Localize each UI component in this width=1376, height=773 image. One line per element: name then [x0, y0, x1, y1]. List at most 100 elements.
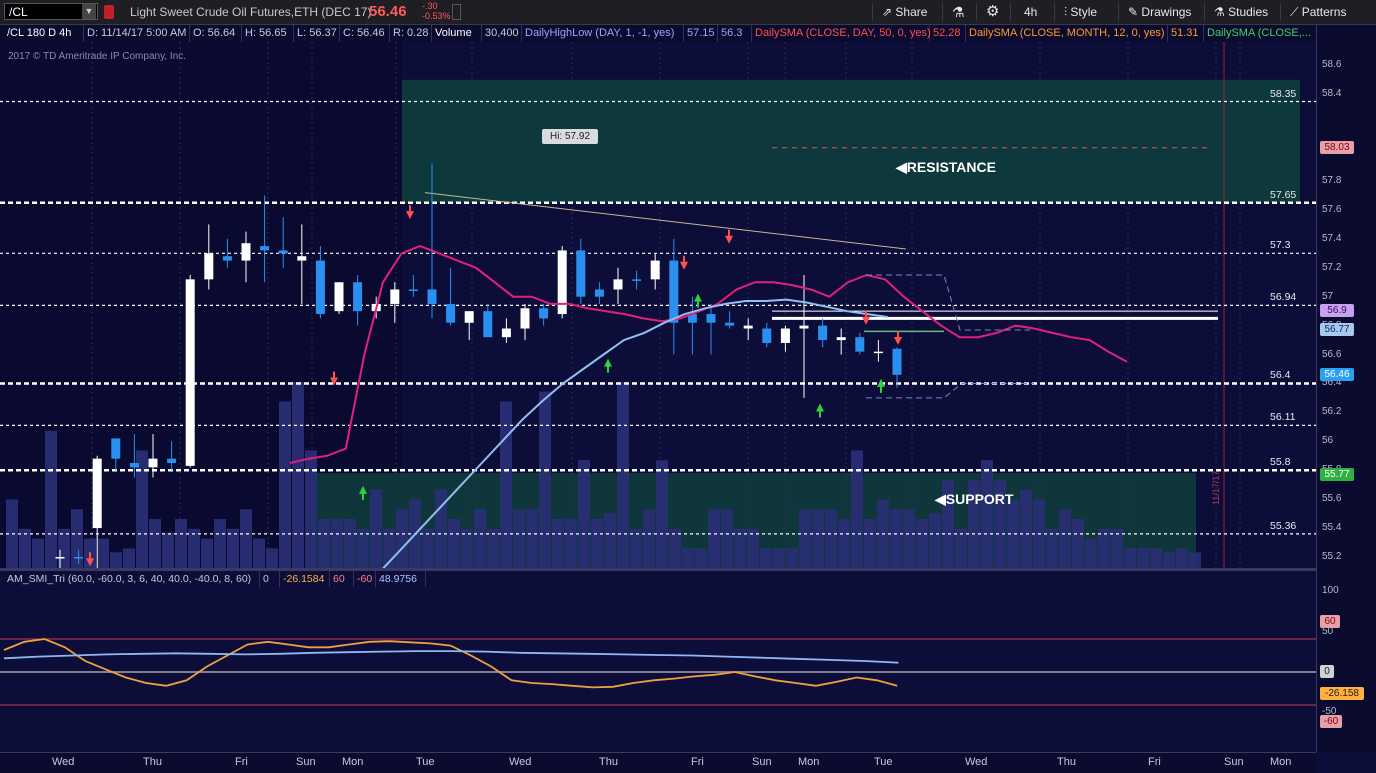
volume-bar — [214, 519, 226, 568]
toolbar-divider — [1010, 3, 1011, 21]
chart-info-bar: /CL 180 D 4h D: 11/14/17 5:00 AM O: 56.6… — [0, 25, 1316, 42]
panel-divider[interactable] — [0, 568, 1316, 571]
price-badge: 56.77 — [1320, 322, 1354, 336]
volume-bar — [123, 548, 135, 568]
volume-bar — [1163, 552, 1175, 568]
day-label: Mon — [342, 756, 364, 768]
toolbar-divider — [1280, 3, 1281, 21]
volume-bar — [32, 538, 44, 568]
candle-body — [873, 351, 883, 354]
osc-badge-zero: 0 — [1320, 665, 1334, 678]
volume-bar — [851, 450, 863, 568]
day-label: Wed — [965, 756, 988, 768]
bar-date: D: 11/14/17 5:00 AM — [84, 25, 190, 42]
price-axis[interactable] — [1316, 25, 1376, 752]
candle-body — [297, 256, 307, 261]
resistance-zone — [402, 79, 1300, 203]
buy-arrow-icon — [877, 378, 885, 393]
volume-bar — [968, 479, 980, 568]
sell-arrow-icon — [330, 371, 338, 386]
patterns-button[interactable]: ⟋ Patterns — [1290, 0, 1346, 24]
price-tick-label: 57.6 — [1322, 203, 1342, 215]
time-axis[interactable] — [0, 752, 1316, 773]
alert-icon[interactable] — [104, 5, 114, 19]
buy-arrow-icon — [816, 403, 824, 418]
candle-body — [576, 250, 586, 297]
volume-bar — [1137, 548, 1149, 568]
candle-body — [520, 308, 530, 329]
volume-bar — [188, 528, 200, 568]
price-tick-label: 55.6 — [1322, 493, 1342, 505]
symbol-input[interactable]: /CL — [4, 3, 98, 20]
style-button[interactable]: ⫶ Style — [1064, 0, 1097, 24]
volume-bar — [253, 538, 265, 568]
collapse-icon[interactable] — [452, 4, 461, 20]
volume-bar — [591, 519, 603, 568]
candle-body — [185, 279, 195, 466]
candle-body — [241, 243, 251, 261]
candle-body — [111, 438, 121, 459]
drawings-button[interactable]: ✎ Drawings — [1128, 0, 1191, 24]
candle-body — [148, 458, 158, 468]
volume-bar — [565, 519, 577, 568]
volume-bar — [994, 479, 1006, 568]
osc-badge-lower: -60 — [1320, 715, 1342, 728]
candle-body — [669, 260, 679, 323]
volume-bar — [357, 528, 369, 568]
share-button[interactable]: ⇗ Share — [882, 0, 927, 24]
day-label: Sun — [752, 756, 772, 768]
day-label: Thu — [143, 756, 162, 768]
day-label: Thu — [1057, 756, 1076, 768]
volume-bar — [292, 381, 304, 568]
volume-bar — [1124, 548, 1136, 568]
candle-body — [892, 348, 902, 375]
style-label: Style — [1070, 5, 1098, 19]
volume-bar — [500, 401, 512, 568]
bar-open: O: 56.64 — [190, 25, 242, 42]
top-toolbar: /CL ▼ Light Sweet Crude Oil Futures,ETH … — [0, 0, 1376, 25]
volume-bar — [1007, 499, 1019, 568]
buy-arrow-icon — [604, 358, 612, 373]
oscillator-chart[interactable] — [0, 588, 1316, 752]
volume-bar — [578, 460, 590, 568]
toolbar-divider — [942, 3, 943, 21]
volume-bar — [318, 519, 330, 568]
timeframe-button[interactable]: 4h — [1024, 5, 1038, 19]
bar-low: L: 56.37 — [294, 25, 340, 42]
flask-icon[interactable]: ⚗ — [952, 4, 965, 20]
candle-body — [353, 282, 363, 312]
candle-body — [613, 279, 623, 290]
volume-bar — [461, 528, 473, 568]
price-chart[interactable] — [0, 42, 1316, 568]
volume-bar — [227, 528, 239, 568]
volume-bar — [656, 460, 668, 568]
volume-bar — [786, 548, 798, 568]
candle-body — [315, 260, 325, 315]
study-dailyhighlow-low: 56.3 — [718, 25, 752, 42]
volume-bar — [201, 538, 213, 568]
volume-bar — [1072, 519, 1084, 568]
volume-bar — [721, 509, 733, 568]
candle-body — [557, 250, 567, 315]
candle-body — [594, 289, 604, 297]
volume-bar — [422, 528, 434, 568]
volume-bar — [916, 519, 928, 568]
symbol-dropdown-icon[interactable]: ▼ — [82, 4, 96, 19]
volume-bar — [331, 519, 343, 568]
net-change: -.30 -0.53% — [422, 1, 451, 21]
level-label: 56.94 — [1270, 291, 1297, 304]
bar-high: H: 56.65 — [242, 25, 294, 42]
volume-bar — [630, 528, 642, 568]
gear-icon[interactable]: ⚙ — [986, 3, 1000, 20]
price-tick-label: 58.4 — [1322, 88, 1342, 100]
high-callout: Hi: 57.92 — [542, 129, 598, 144]
studies-button[interactable]: ⚗ Studies — [1214, 0, 1268, 24]
projection-upper — [866, 274, 1030, 331]
chart-id: /CL 180 D 4h — [4, 25, 84, 42]
volume-bar — [149, 519, 161, 568]
oscillator-value-1: -26.1584 — [280, 571, 330, 587]
study-dailysma-month-value: 51.31 — [1168, 25, 1204, 42]
patterns-label: Patterns — [1301, 5, 1347, 19]
volume-bar — [682, 548, 694, 568]
candle-body — [855, 337, 865, 352]
